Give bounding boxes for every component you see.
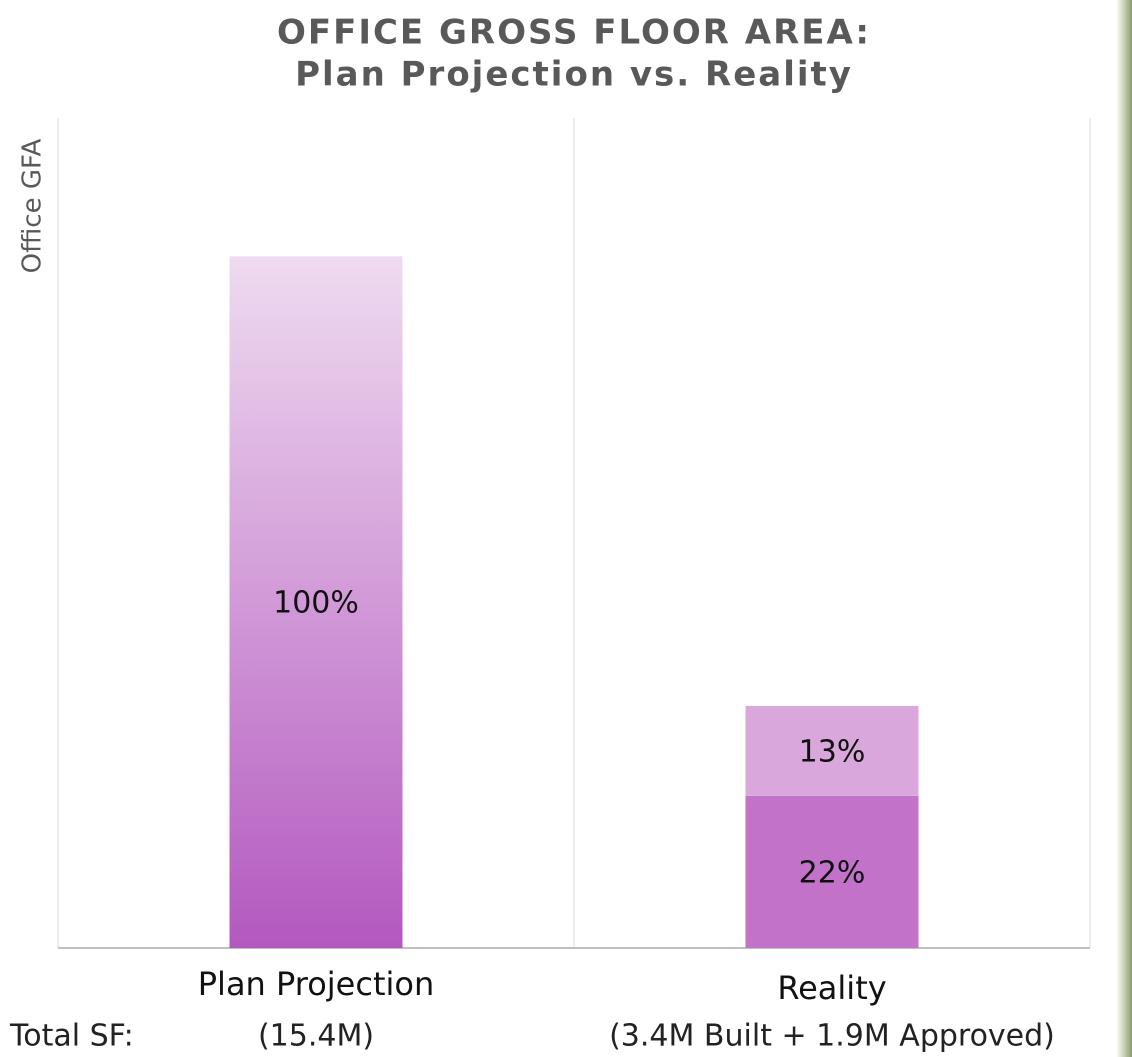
footer-note: (3.4M Built + 1.9M Approved) <box>609 1019 1055 1054</box>
y-axis-label: Office GFA <box>18 138 48 273</box>
chart-title: OFFICE GROSS FLOOR AREA: <box>277 13 871 53</box>
edge-decoration <box>1116 0 1132 1057</box>
data-label: 13% <box>799 734 866 769</box>
bar-segment <box>745 795 919 948</box>
x-tick-label: Reality <box>777 969 886 1007</box>
bar-segment <box>745 705 919 796</box>
footer-label: Total SF: <box>9 1019 134 1054</box>
bar-segment <box>229 256 403 948</box>
data-label: 100% <box>273 586 359 621</box>
footer-note: (15.4M) <box>258 1019 374 1054</box>
chart-subtitle: Plan Projection vs. Reality <box>295 55 853 95</box>
data-label: 22% <box>799 855 866 890</box>
x-tick-label: Plan Projection <box>198 965 434 1003</box>
